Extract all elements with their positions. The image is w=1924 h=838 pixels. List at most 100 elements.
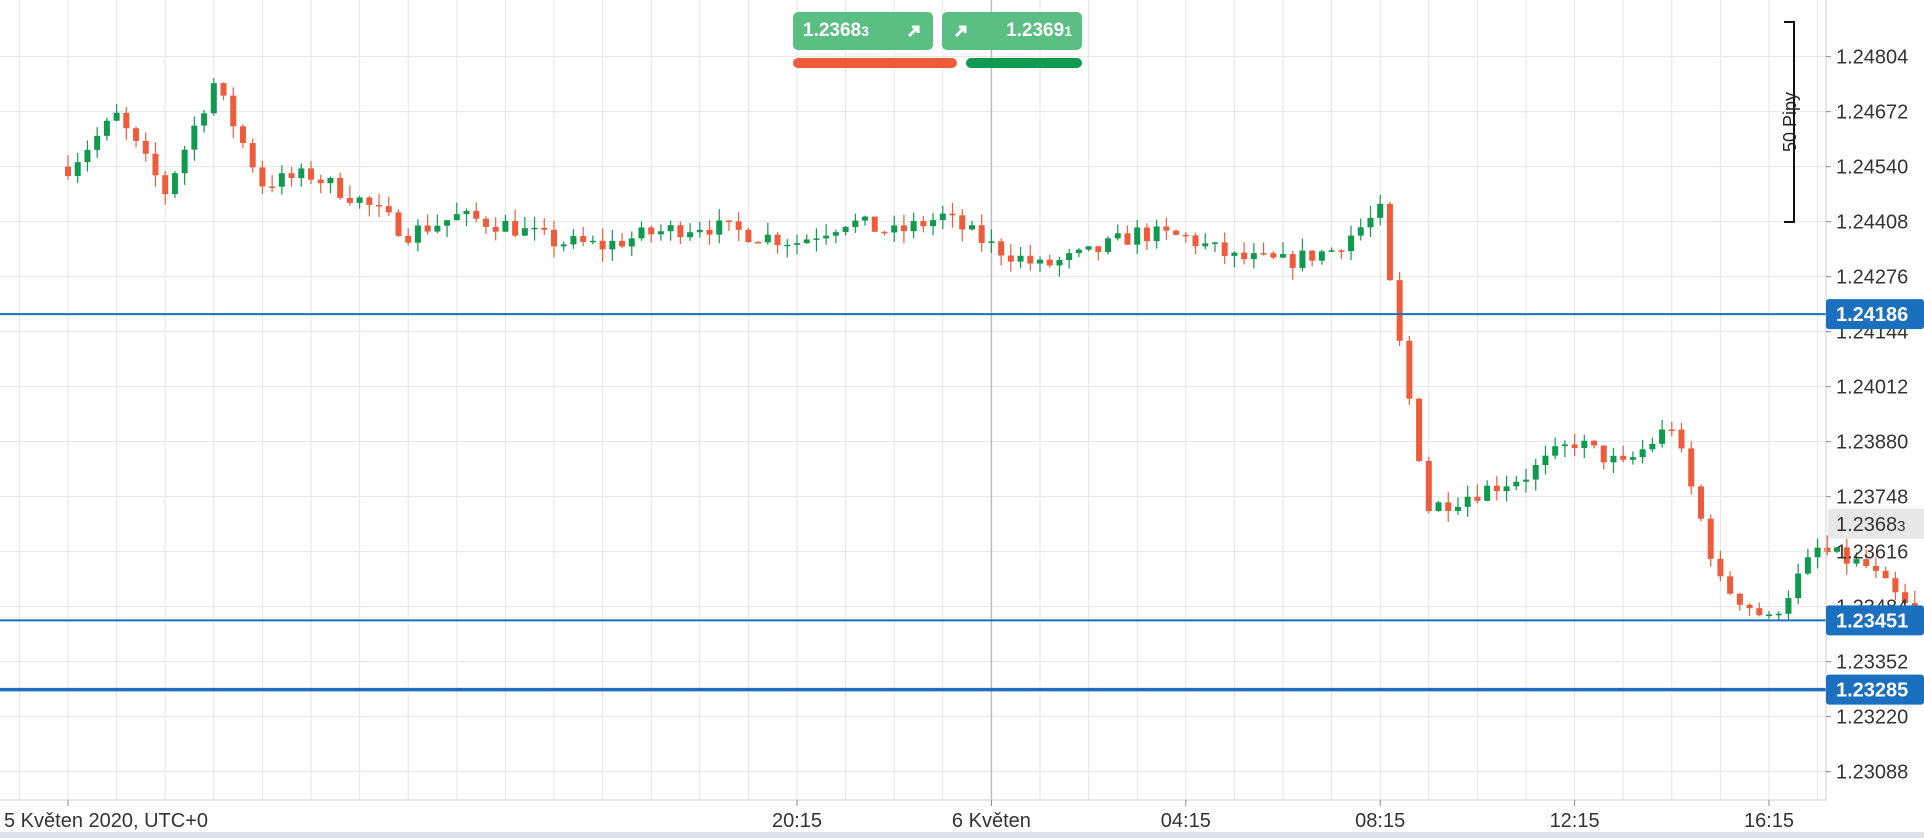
price-level-tag[interactable] [1826, 605, 1924, 636]
candle-body [1153, 226, 1160, 242]
candle-body [1902, 592, 1909, 604]
candle-body [74, 162, 81, 177]
candle-body [784, 244, 791, 247]
candle-body [1163, 226, 1170, 231]
candle-body [1328, 250, 1335, 252]
candle-body [502, 220, 509, 232]
candle-body [1853, 559, 1860, 564]
candle-body [376, 204, 383, 207]
y-tick-label: 1.23088 [1836, 762, 1908, 784]
candle-body [1202, 243, 1209, 247]
candle-body [1620, 455, 1627, 460]
buy-button[interactable]: 1.23691 [942, 12, 1082, 50]
candle-body [696, 229, 703, 233]
candle-body [1435, 502, 1442, 512]
pips-ruler [1784, 21, 1795, 223]
candle-body [716, 220, 723, 235]
candle-body [813, 238, 820, 240]
candle-body [1814, 547, 1821, 558]
candle-body [1348, 235, 1355, 252]
candle-body [1037, 259, 1043, 264]
arrow-up-right-icon [954, 25, 967, 38]
candle-body [1532, 464, 1539, 480]
candle-body [1241, 252, 1248, 260]
candle-body [1756, 608, 1763, 616]
x-tick-label: 12:15 [1550, 810, 1600, 832]
candle-body [978, 225, 985, 243]
candle-body [1396, 280, 1403, 341]
candle-body [239, 126, 246, 144]
candle-body [1270, 253, 1277, 258]
candle-body [1474, 496, 1481, 501]
candle-body [453, 214, 460, 221]
bottom-scrollbar[interactable] [0, 832, 1924, 838]
candle-body [1571, 444, 1578, 448]
candle-body [1377, 203, 1384, 218]
candle-body [589, 240, 596, 243]
candle-body [1659, 429, 1666, 444]
sell-price: 1.23683 [803, 20, 869, 41]
candle-body [171, 173, 178, 195]
candle-body [560, 244, 567, 247]
candle-body [385, 206, 392, 213]
candle-body [113, 112, 120, 121]
y-tick-label: 1.23220 [1836, 707, 1908, 729]
candle-body [1766, 614, 1772, 616]
candle-body [988, 241, 995, 243]
candle-body [900, 225, 907, 232]
candle-body [667, 225, 674, 232]
candle-body [1843, 547, 1850, 564]
y-tick-label: 1.23748 [1836, 487, 1908, 509]
candle-body [395, 212, 402, 236]
candle-body [930, 220, 937, 227]
candle-body [1309, 250, 1316, 261]
price-level-tag[interactable] [1826, 674, 1924, 705]
candle-body [1211, 242, 1218, 244]
pips-ruler-label: 50 Pipy [1780, 92, 1800, 152]
price-level-tag[interactable] [1826, 299, 1924, 330]
sell-sentiment-bar [793, 58, 957, 68]
candle-body [424, 225, 431, 232]
candle-body [181, 149, 188, 174]
candle-body [1697, 486, 1704, 519]
candle-body [1561, 444, 1568, 447]
candle-body [278, 173, 285, 187]
candle-body [774, 234, 781, 246]
sell-button[interactable]: 1.23683 [793, 12, 933, 50]
candle-body [1834, 547, 1841, 552]
price-level-tag-label: 1.23285 [1836, 680, 1908, 702]
arrow-up-right-icon [907, 25, 920, 38]
candle-body [1318, 251, 1325, 261]
candle-body [308, 168, 314, 180]
candle-body [1260, 253, 1267, 255]
y-tick-label: 1.23616 [1836, 542, 1908, 564]
candle-body [1221, 242, 1228, 256]
candle-body [949, 213, 956, 216]
candle-body [891, 225, 898, 233]
candle-body [1785, 598, 1792, 614]
candle-body [492, 226, 499, 232]
candle-body [123, 112, 130, 129]
candle-body [1736, 593, 1743, 605]
candle-body [1513, 481, 1520, 487]
candle-body [230, 95, 237, 127]
candle-body [551, 229, 557, 247]
buy-price: 1.23691 [1006, 20, 1072, 41]
candle-body [764, 234, 771, 243]
y-tick-label: 1.24012 [1836, 377, 1908, 399]
x-tick-label: 6 Květen [952, 810, 1031, 832]
candle-body [1289, 254, 1296, 268]
candle-body [482, 218, 489, 227]
x-tick-label: 16:15 [1744, 810, 1794, 832]
candle-body [1124, 233, 1131, 245]
candle-body [609, 240, 616, 250]
candle-body [1046, 259, 1053, 266]
candle-body [162, 175, 169, 195]
candle-body [94, 135, 101, 150]
candle-body [405, 235, 412, 243]
buy-sentiment-bar [966, 58, 1082, 68]
candle-body [1795, 573, 1802, 599]
candle-body [1493, 485, 1500, 492]
